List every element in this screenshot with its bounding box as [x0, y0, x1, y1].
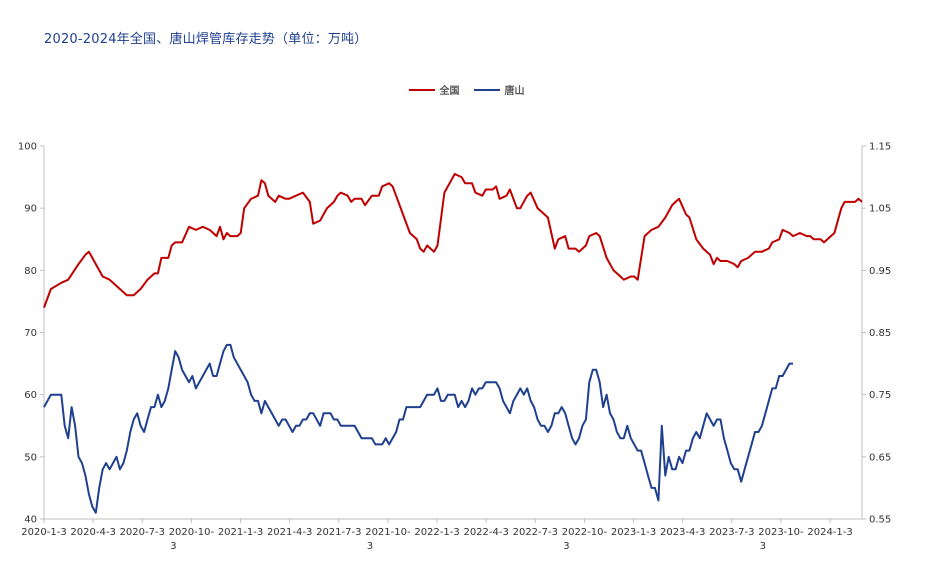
- legend: 全国 唐山: [0, 82, 933, 97]
- y-right-tick-label: 0.85: [869, 328, 891, 339]
- y-left-tick-label: 80: [24, 266, 37, 277]
- y-left-tick-label: 50: [24, 452, 37, 463]
- x-tick-label: 2021-4-3: [267, 527, 312, 538]
- x-tick-label: 2023-1-3: [611, 527, 656, 538]
- y-left-tick-label: 70: [24, 328, 37, 339]
- x-tick-label: 2022-1-3: [414, 527, 459, 538]
- legend-label-national: 全国: [439, 86, 460, 97]
- chart-axes: [40, 145, 866, 523]
- legend-label-tangshan: 唐山: [504, 86, 525, 97]
- y-right-tick-label: 0.55: [869, 515, 891, 526]
- x-tick-label: 2024-1-3: [807, 527, 852, 538]
- x-tick-label: 2020-4-3: [70, 527, 115, 538]
- series-line-national: [43, 173, 863, 308]
- legend-swatch-tangshan: [473, 88, 500, 91]
- y-left-tick-label: 60: [24, 390, 37, 401]
- legend-swatch-national: [408, 88, 435, 91]
- y-left-tick-label: 40: [24, 515, 37, 526]
- y-right-tick-label: 0.65: [869, 452, 891, 463]
- y-right-tick-label: 0.95: [869, 266, 891, 277]
- x-tick-label: 2021-10-3: [365, 527, 411, 552]
- x-tick-label: 2023-10-3: [758, 527, 804, 552]
- y-right-tick-label: 1.15: [869, 142, 891, 153]
- x-tick-label: 2020-10-3: [169, 527, 215, 552]
- legend-item-national[interactable]: 全国: [408, 82, 460, 97]
- x-tick-label: 2021-1-3: [218, 527, 263, 538]
- x-tick-label: 2022-4-3: [463, 527, 508, 538]
- y-left-tick-label: 100: [18, 142, 37, 153]
- series-line-tangshan: [43, 343, 793, 514]
- series-layer: [43, 173, 863, 514]
- x-tick-label: 2023-4-3: [660, 527, 705, 538]
- x-tick-label: 2022-7-3: [513, 527, 558, 538]
- y-left-tick-label: 90: [24, 204, 37, 215]
- y-right-tick-label: 1.05: [869, 204, 891, 215]
- legend-item-tangshan[interactable]: 唐山: [473, 82, 525, 97]
- x-tick-label: 2020-7-3: [120, 527, 165, 538]
- chart-title: 2020-2024年全国、唐山焊管库存走势（单位：万吨）: [44, 32, 368, 47]
- x-tick-label: 2022-10-3: [562, 527, 608, 552]
- x-tick-label: 2023-7-3: [709, 527, 754, 538]
- tick-labels: 40 50 60 70 80 90 100 0.55 0.65 0.75 0.85 0.95 1.05 1…: [18, 142, 891, 553]
- x-tick-label: 2020-1-3: [21, 527, 66, 538]
- y-right-tick-label: 0.75: [869, 390, 891, 401]
- x-tick-label: 2021-7-3: [316, 527, 361, 538]
